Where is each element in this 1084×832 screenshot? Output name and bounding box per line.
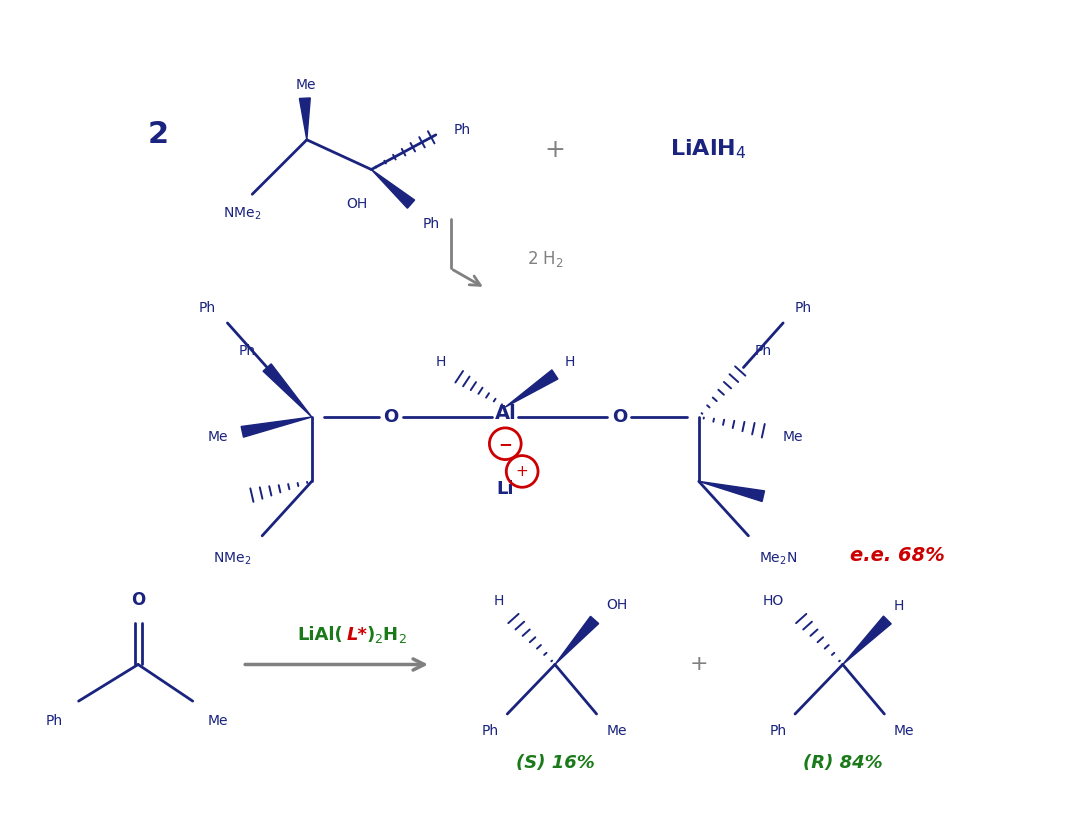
Polygon shape: [555, 617, 598, 665]
Text: O: O: [611, 408, 627, 426]
Polygon shape: [842, 616, 891, 665]
Text: Me: Me: [606, 724, 627, 738]
Text: O: O: [384, 408, 399, 426]
Polygon shape: [241, 417, 312, 437]
Text: LiAlH$_4$: LiAlH$_4$: [671, 138, 747, 161]
Text: Ph: Ph: [754, 344, 772, 358]
Text: Ph: Ph: [770, 724, 787, 738]
Text: Ph: Ph: [199, 301, 216, 315]
Text: −: −: [499, 434, 513, 453]
Text: Ph: Ph: [46, 714, 63, 728]
Text: LiAl(: LiAl(: [297, 626, 343, 644]
Polygon shape: [505, 370, 558, 407]
Text: NMe$_2$: NMe$_2$: [214, 550, 251, 567]
Text: +: +: [516, 464, 529, 479]
Text: (S) 16%: (S) 16%: [516, 755, 594, 772]
Text: Me: Me: [296, 78, 317, 92]
Text: H: H: [565, 354, 575, 369]
Text: Ph: Ph: [423, 217, 439, 231]
Polygon shape: [263, 364, 312, 417]
Text: H: H: [493, 594, 504, 608]
Text: (R) 84%: (R) 84%: [803, 755, 882, 772]
Polygon shape: [299, 98, 310, 140]
Text: NMe$_2$: NMe$_2$: [223, 206, 261, 222]
Text: Me: Me: [894, 724, 915, 738]
Text: Li: Li: [496, 480, 514, 498]
Text: Me: Me: [207, 430, 228, 443]
Text: 2 H$_2$: 2 H$_2$: [527, 249, 564, 269]
Text: H: H: [436, 354, 446, 369]
Text: L*: L*: [347, 626, 367, 644]
Text: 2: 2: [147, 121, 168, 150]
Polygon shape: [372, 170, 414, 208]
Text: H: H: [894, 599, 904, 613]
Text: +: +: [689, 655, 708, 675]
Text: OH: OH: [606, 598, 627, 612]
Text: Ph: Ph: [238, 344, 256, 358]
Text: Ph: Ph: [454, 123, 472, 137]
Polygon shape: [699, 482, 764, 502]
Text: Al: Al: [494, 404, 516, 423]
Text: OH: OH: [346, 197, 367, 211]
Text: HO: HO: [762, 594, 784, 608]
Text: Me: Me: [783, 430, 803, 443]
Text: )$_2$H$_2$: )$_2$H$_2$: [366, 624, 408, 646]
Text: +: +: [544, 137, 566, 161]
Text: Ph: Ph: [481, 724, 499, 738]
Text: e.e. 68%: e.e. 68%: [850, 546, 944, 565]
Text: Ph: Ph: [795, 301, 812, 315]
Text: Me: Me: [207, 714, 228, 728]
Text: Me$_2$N: Me$_2$N: [759, 550, 798, 567]
Text: O: O: [131, 592, 145, 609]
